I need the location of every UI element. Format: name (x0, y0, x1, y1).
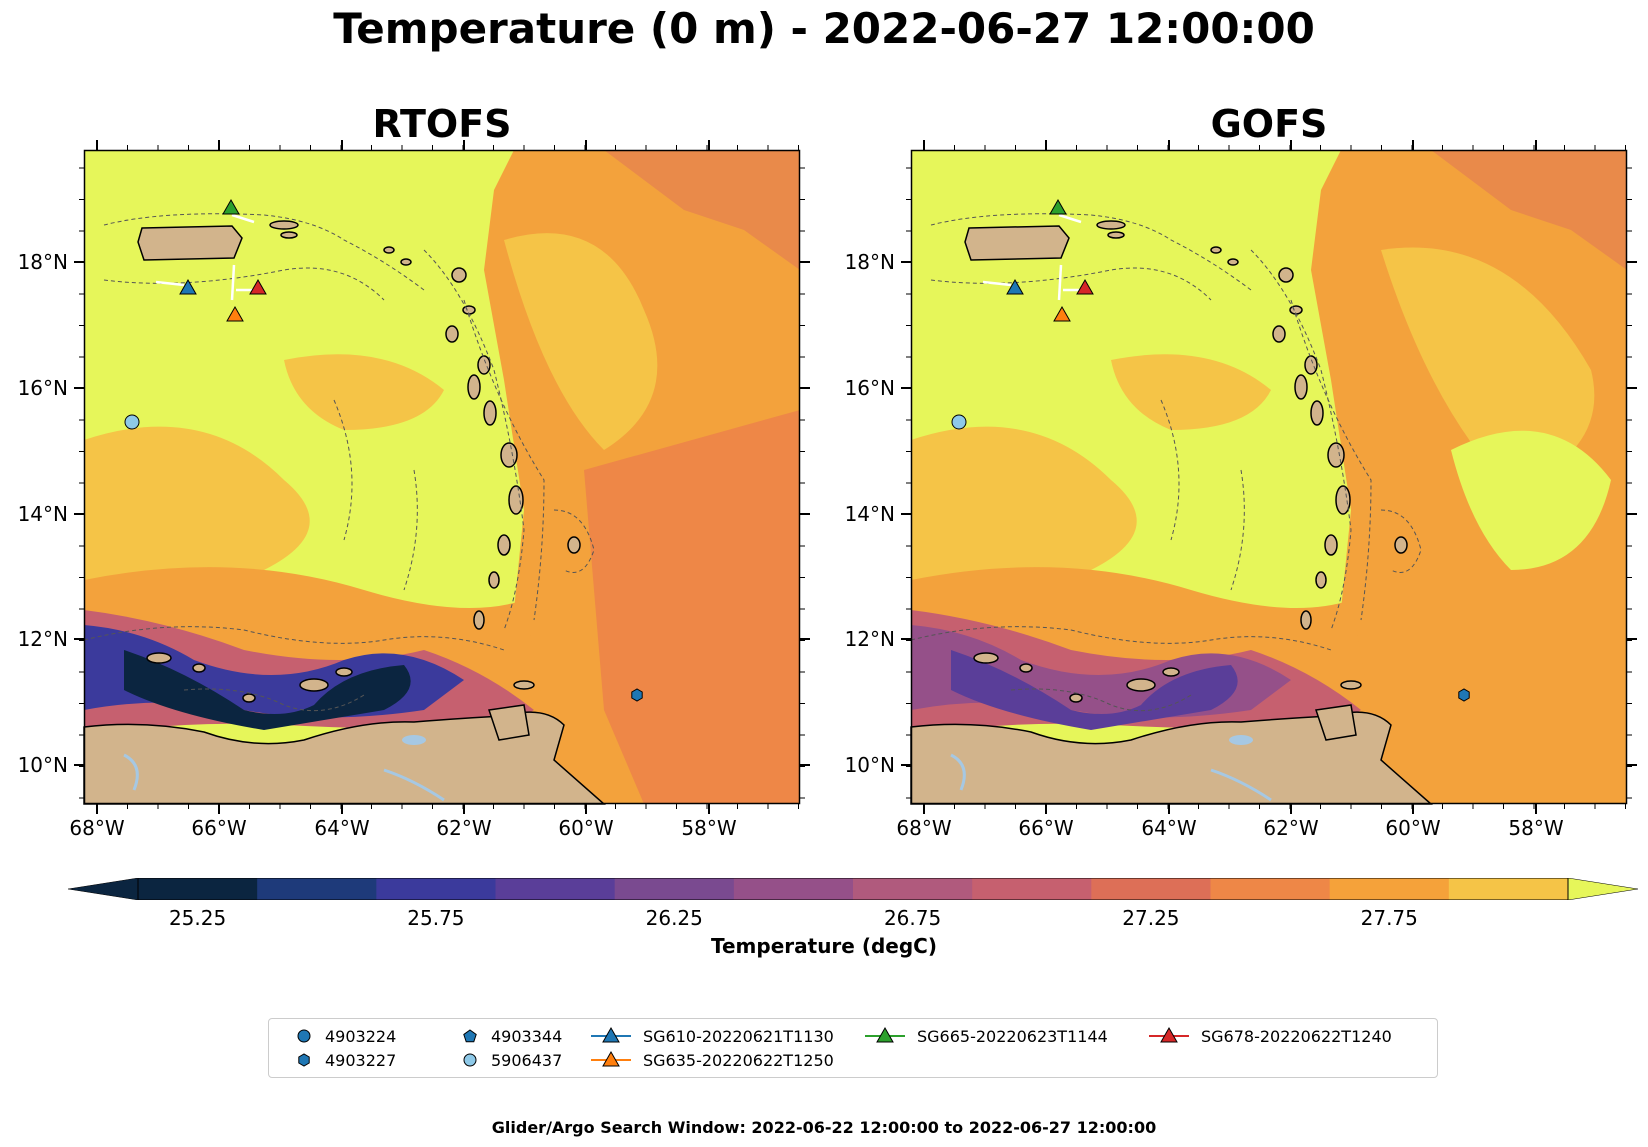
lon-tick-label: 64°W (314, 816, 370, 840)
lat-tick-label: 18°N (844, 250, 895, 274)
lat-tick-label: 16°N (844, 376, 895, 400)
legend-item-4903344: 4903344 (459, 1025, 562, 1047)
legend-label: SG665-20220623T1144 (917, 1026, 1108, 1046)
pentagon-marker-icon (463, 1029, 477, 1043)
legend: 4903224 4903227 4903344 5906437 SG610-202206… (268, 1018, 1438, 1078)
legend-label: 4903344 (491, 1026, 563, 1046)
legend-item-4903227: 4903227 (293, 1049, 396, 1071)
hexagon-marker-icon (298, 1053, 310, 1067)
lon-tick-label: 60°W (558, 816, 614, 840)
legend-item-sg678-20220622t1240: SG678-20220622T1240 (1147, 1025, 1392, 1047)
map-gofs (901, 140, 1637, 814)
colorbar (68, 878, 1638, 900)
lon-tick-label: 68°W (69, 816, 125, 840)
circle-marker-icon (297, 1029, 311, 1043)
legend-label: 5906437 (491, 1050, 563, 1070)
sg635-triangle (1053, 305, 1071, 322)
lat-tick-label: 14°N (17, 502, 68, 526)
lon-tick-label: 64°W (1141, 816, 1197, 840)
colorbar-tick-label: 27.25 (1122, 906, 1180, 930)
sg665-triangle (222, 198, 240, 215)
argo-4903227-marker (631, 688, 643, 702)
lon-tick-label: 62°W (1263, 816, 1319, 840)
legend-label: 4903224 (325, 1026, 397, 1046)
colorbar-tick-label: 26.25 (645, 906, 703, 930)
argo-5906437-marker (951, 414, 967, 430)
lat-tick-label: 12°N (17, 627, 68, 651)
triangle-marker-icon (865, 1026, 905, 1043)
legend-item-sg665-20220623t1144: SG665-20220623T1144 (863, 1025, 1108, 1047)
lat-tick-label: 14°N (844, 502, 895, 526)
sg678-triangle (1076, 278, 1094, 295)
colorbar-tick-label: 25.25 (168, 906, 227, 930)
lat-tick-label: 10°N (17, 753, 68, 777)
legend-item-5906437: 5906437 (459, 1049, 562, 1071)
lon-tick-label: 62°W (436, 816, 492, 840)
figure-title: Temperature (0 m) - 2022-06-27 12:00:00 (333, 4, 1315, 53)
lat-tick-label: 12°N (844, 627, 895, 651)
legend-label: SG678-20220622T1240 (1201, 1026, 1392, 1046)
colorbar-label: Temperature (degC) (711, 934, 937, 958)
sg610-triangle (1006, 278, 1024, 295)
lon-tick-label: 58°W (681, 816, 737, 840)
legend-label: SG635-20220622T1250 (643, 1050, 834, 1070)
lon-tick-label: 60°W (1385, 816, 1441, 840)
map-title-gofs: GOFS (1210, 102, 1328, 146)
circle-marker-icon (463, 1053, 477, 1067)
lat-tick-label: 16°N (17, 376, 68, 400)
triangle-marker-icon (591, 1026, 631, 1043)
lon-tick-label: 68°W (896, 816, 952, 840)
argo-4903227-marker (1458, 688, 1470, 702)
colorbar-tick-label: 25.75 (407, 906, 465, 930)
legend-item-sg635-20220622t1250: SG635-20220622T1250 (589, 1049, 834, 1071)
sg610-triangle (179, 278, 197, 295)
colorbar-tick-label: 26.75 (883, 906, 942, 930)
triangle-marker-icon (1149, 1026, 1189, 1043)
legend-label: SG610-20220621T1130 (643, 1026, 834, 1046)
sg635-triangle (226, 305, 244, 322)
search-window-footer: Glider/Argo Search Window: 2022-06-22 12… (491, 1118, 1157, 1137)
lon-tick-label: 58°W (1508, 816, 1564, 840)
sg678-triangle (249, 278, 267, 295)
lon-tick-label: 66°W (191, 816, 247, 840)
lat-tick-label: 10°N (844, 753, 895, 777)
map-rtofs (74, 140, 810, 814)
legend-item-sg610-20220621t1130: SG610-20220621T1130 (589, 1025, 834, 1047)
argo-5906437-marker (124, 414, 140, 430)
lat-tick-label: 18°N (17, 250, 68, 274)
map-title-rtofs: RTOFS (372, 102, 512, 146)
legend-item-4903224: 4903224 (293, 1025, 396, 1047)
sg665-triangle (1049, 198, 1067, 215)
legend-label: 4903227 (325, 1050, 397, 1070)
lon-tick-label: 66°W (1018, 816, 1074, 840)
colorbar-tick-label: 27.75 (1360, 906, 1418, 930)
triangle-marker-icon (591, 1050, 631, 1067)
